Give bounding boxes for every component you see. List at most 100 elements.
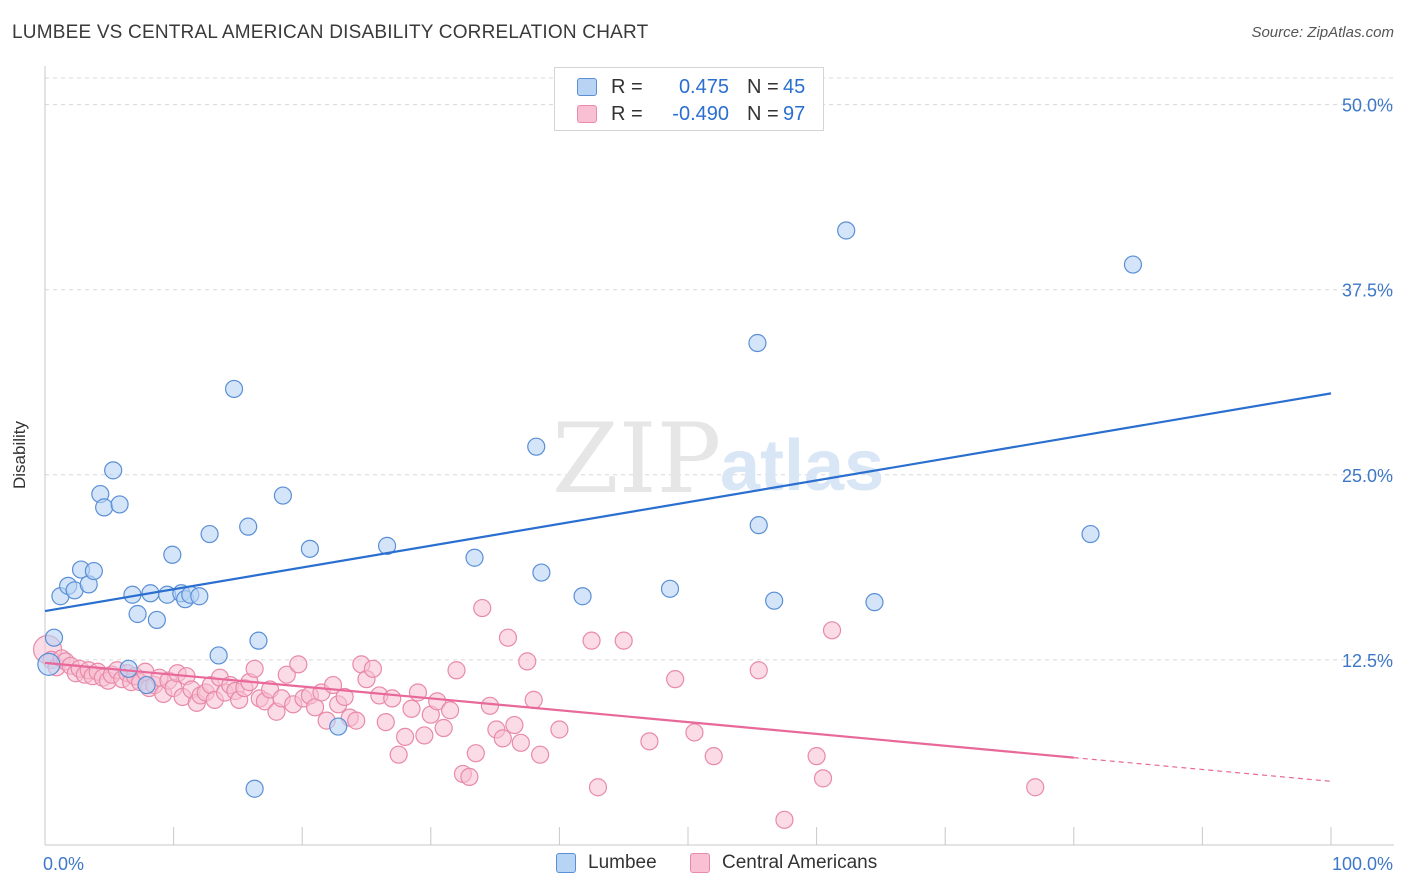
central-point — [813, 769, 833, 788]
central-point — [389, 745, 408, 764]
lumbee-point — [224, 379, 244, 399]
central-point — [335, 687, 354, 707]
central-point — [347, 711, 366, 730]
r-value: -0.490 — [672, 102, 729, 125]
watermark-zip: ZIP — [552, 403, 721, 515]
central-point — [511, 733, 530, 752]
central-point — [402, 699, 421, 718]
lumbee-point — [104, 461, 123, 480]
tick-labels: 12.5% 25.0% 37.5% 50.0% 0.0% 100.0% — [43, 96, 1393, 874]
lumbee-point — [137, 675, 156, 695]
central-point — [807, 747, 826, 766]
central-point — [434, 718, 453, 738]
correlation-legend: R = 0.475 N = 45 R = -0.490 N = 97 — [554, 67, 824, 131]
n-label: N = — [747, 102, 779, 125]
central-swatch — [690, 853, 710, 873]
central-point — [505, 715, 524, 735]
n-value: 97 — [783, 102, 806, 125]
legend-item-central: Central Americans — [690, 852, 877, 874]
central-point — [376, 712, 395, 732]
axes — [44, 66, 1394, 846]
central-point — [775, 810, 794, 829]
central-point — [428, 692, 447, 711]
watermark: ZIP atlas — [552, 403, 884, 515]
central-point — [415, 726, 434, 745]
watermark-atlas: atlas — [720, 426, 884, 506]
lumbee-point — [532, 563, 551, 582]
central-point — [289, 655, 308, 674]
central-point — [473, 598, 492, 618]
central-point — [363, 659, 383, 678]
central-trend-extension — [1073, 757, 1332, 782]
series-legend: Lumbee Central Americans — [0, 852, 1406, 878]
central-point — [460, 767, 479, 786]
central-point — [518, 652, 537, 671]
lumbee-point — [110, 495, 129, 514]
lumbee-point — [209, 646, 228, 665]
lumbee-point — [128, 604, 147, 624]
lumbee-swatch — [556, 853, 576, 873]
lumbee-point — [273, 486, 293, 505]
lumbee-point — [200, 524, 219, 544]
lumbee-point — [765, 591, 784, 610]
central-point — [1026, 778, 1045, 797]
n-label: N = — [747, 75, 779, 98]
central-point — [666, 670, 685, 689]
y-tick-label: 12.5% — [1342, 651, 1393, 671]
lumbee-point — [84, 561, 103, 581]
central-point — [614, 631, 633, 650]
lumbee-swatch — [577, 78, 597, 96]
lumbee-points — [37, 221, 1143, 798]
r-label: R = — [611, 75, 643, 98]
central-point — [550, 720, 569, 739]
n-value: 45 — [783, 75, 806, 98]
r-label: R = — [611, 102, 643, 125]
lumbee-point — [377, 536, 397, 555]
lumbee-point — [573, 587, 592, 606]
central-point — [582, 631, 601, 650]
lumbee-point — [300, 539, 320, 558]
lumbee-point — [749, 516, 768, 535]
lumbee-point — [95, 498, 114, 517]
central-point — [383, 689, 402, 708]
trend-lines — [44, 392, 1332, 782]
central-americans-points — [32, 598, 1045, 829]
legend-row-lumbee: R = 0.475 N = 45 — [577, 74, 831, 100]
central-point — [245, 659, 264, 678]
r-value: 0.475 — [678, 75, 729, 98]
central-point — [440, 701, 460, 720]
grid-lines — [45, 77, 1394, 661]
lumbee-point — [1081, 524, 1100, 544]
central-point — [395, 727, 415, 747]
central-swatch — [577, 105, 597, 123]
legend-item-lumbee: Lumbee — [556, 852, 657, 874]
x-tick-label: 0.0% — [43, 854, 84, 874]
central-point — [480, 696, 500, 715]
lumbee-point — [465, 548, 484, 567]
lumbee-point — [1123, 255, 1143, 274]
lumbee-point — [239, 517, 258, 536]
central-point — [822, 621, 842, 640]
lumbee-point — [660, 579, 680, 598]
central-point — [531, 745, 550, 764]
lumbee-point — [865, 593, 884, 612]
y-tick-label: 50.0% — [1342, 96, 1393, 116]
central-point — [704, 747, 723, 766]
lumbee-trend-line — [44, 392, 1332, 613]
lumbee-point — [748, 333, 767, 353]
lumbee-point — [190, 587, 209, 606]
central-point — [524, 690, 543, 709]
legend-label: Lumbee — [588, 852, 657, 873]
x-tick-label: 100.0% — [1332, 854, 1393, 874]
central-point — [640, 732, 659, 751]
central-point — [277, 665, 296, 684]
lumbee-point — [249, 631, 268, 650]
central-point — [498, 628, 518, 647]
source-credit: Source: ZipAtlas.com — [1251, 24, 1394, 41]
central-point — [749, 661, 768, 680]
y-tick-label: 37.5% — [1342, 281, 1393, 301]
lumbee-point — [527, 437, 546, 456]
central-point — [493, 729, 512, 748]
lumbee-point — [147, 610, 166, 630]
